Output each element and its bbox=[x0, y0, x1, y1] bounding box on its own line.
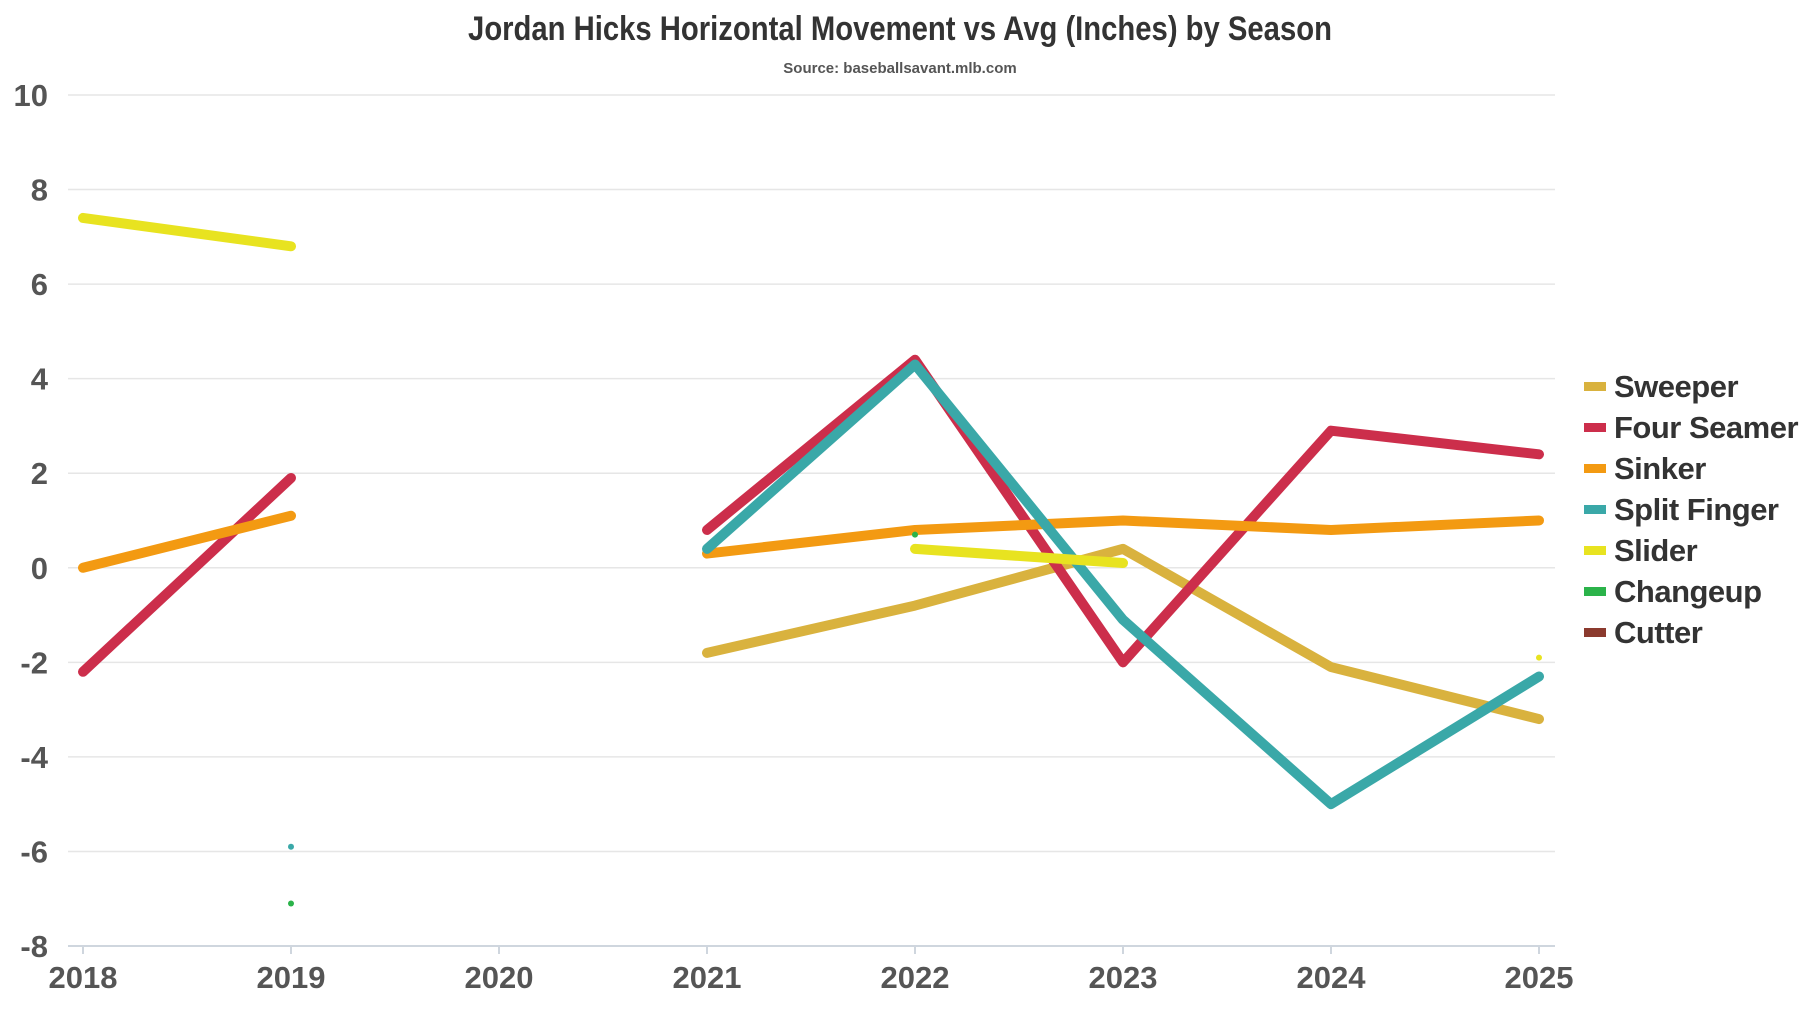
series-line bbox=[910, 543, 1128, 569]
legend-swatch bbox=[1584, 464, 1606, 473]
legend-label: Four Seamer bbox=[1614, 409, 1799, 445]
series-line bbox=[78, 510, 296, 573]
x-tick-label: 2022 bbox=[881, 960, 950, 995]
chart-subtitle: Source: baseballsavant.mlb.com bbox=[783, 60, 1017, 77]
legend-item[interactable]: Slider bbox=[1584, 530, 1798, 571]
series-changeup bbox=[288, 531, 918, 907]
x-tick-label: 2019 bbox=[257, 960, 326, 995]
legend-item[interactable]: Cutter bbox=[1584, 612, 1798, 653]
series-slider bbox=[78, 212, 1542, 661]
legend-label: Sinker bbox=[1614, 450, 1706, 486]
x-tick-label: 2018 bbox=[49, 960, 118, 995]
x-tick-label: 2023 bbox=[1089, 960, 1158, 995]
legend-label: Split Finger bbox=[1614, 491, 1779, 527]
series-line bbox=[702, 359, 1544, 810]
series-line bbox=[702, 543, 1544, 725]
y-axis-ticks: 10 8 6 4 2 0 -2 -4 -6 -8 bbox=[14, 78, 49, 964]
legend-swatch bbox=[1584, 546, 1606, 555]
x-tick-label: 2024 bbox=[1297, 960, 1367, 995]
data-point bbox=[288, 843, 294, 850]
series-sweeper bbox=[702, 543, 1544, 725]
series-line bbox=[702, 515, 1544, 559]
x-tick-label: 2021 bbox=[673, 960, 742, 995]
legend-item[interactable]: Sweeper bbox=[1584, 366, 1798, 407]
x-tick-label: 2020 bbox=[465, 960, 534, 995]
y-tick-label: 0 bbox=[31, 551, 48, 586]
legend-label: Cutter bbox=[1614, 614, 1703, 650]
grid-lines bbox=[68, 94, 1555, 947]
series-line bbox=[78, 472, 296, 677]
legend-swatch bbox=[1584, 505, 1606, 514]
series-lines bbox=[78, 212, 1544, 907]
legend-label: Slider bbox=[1614, 532, 1698, 568]
legend-label: Sweeper bbox=[1614, 368, 1739, 404]
x-tick-label: 2025 bbox=[1505, 960, 1574, 995]
legend-swatch bbox=[1584, 423, 1606, 432]
legend-item[interactable]: Four Seamer bbox=[1584, 407, 1799, 448]
y-tick-label: 6 bbox=[31, 267, 48, 302]
y-tick-label: 8 bbox=[31, 173, 48, 208]
data-point bbox=[288, 900, 294, 907]
legend: Sweeper Four Seamer Sinker Split Finger Slid… bbox=[1584, 366, 1799, 653]
y-tick-label: 4 bbox=[31, 362, 49, 397]
legend-item[interactable]: Split Finger bbox=[1584, 489, 1798, 530]
y-tick-label: -8 bbox=[20, 929, 48, 964]
y-tick-label: -6 bbox=[20, 834, 48, 869]
series-line bbox=[78, 212, 296, 252]
legend-item[interactable]: Changeup bbox=[1584, 571, 1798, 612]
legend-label: Changeup bbox=[1614, 573, 1762, 609]
series-line bbox=[702, 354, 1544, 668]
series-four-seamer bbox=[78, 354, 1544, 677]
series-split-finger bbox=[288, 359, 1544, 850]
legend-swatch bbox=[1584, 628, 1606, 637]
data-point bbox=[1536, 654, 1542, 661]
x-axis-ticks: 2018 2019 2020 2021 2022 2023 2024 2025 bbox=[49, 946, 1574, 995]
y-tick-label: -2 bbox=[20, 645, 48, 680]
legend-swatch bbox=[1584, 382, 1606, 391]
chart-title: Jordan Hicks Horizontal Movement vs Avg … bbox=[468, 10, 1332, 48]
y-tick-label: 10 bbox=[14, 78, 48, 113]
y-tick-label: 2 bbox=[31, 456, 48, 491]
legend-swatch bbox=[1584, 587, 1606, 596]
data-point bbox=[912, 531, 918, 538]
y-tick-label: -4 bbox=[20, 740, 48, 775]
legend-item[interactable]: Sinker bbox=[1584, 448, 1798, 489]
series-sinker bbox=[78, 510, 1544, 573]
